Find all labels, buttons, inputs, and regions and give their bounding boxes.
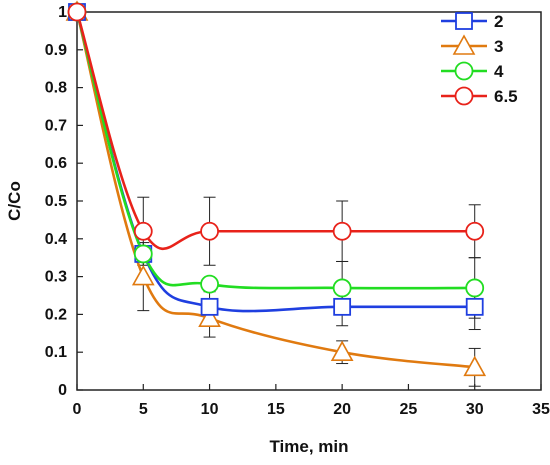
legend: 2 3 4 6.5	[441, 12, 518, 106]
data-point	[200, 297, 219, 316]
data-point	[198, 306, 221, 327]
y-axis: 0 0.1 0.2 0.3 0.4 0.5 0.6 0.7 0.8 0.9 1	[45, 4, 83, 399]
data-point	[465, 297, 484, 316]
legend-label: 6.5	[494, 87, 518, 106]
x-tick-label: 10	[201, 401, 219, 418]
series-6.5-line	[75, 11, 475, 251]
legend-marker	[452, 34, 476, 55]
series-3-line	[75, 11, 475, 369]
series-3-markers	[65, 0, 487, 377]
data-point	[67, 2, 87, 22]
legend-item-4: 4	[441, 61, 504, 81]
y-axis-title: C/Co	[5, 181, 24, 221]
y-tick-label: 0.2	[45, 306, 67, 323]
data-point	[330, 340, 354, 362]
legend-item-3: 3	[441, 34, 503, 56]
y-tick-label: 0.3	[45, 269, 67, 286]
x-tick-label: 25	[400, 401, 418, 418]
y-tick-label: 0.7	[45, 117, 67, 134]
y-tick-label: 0.1	[45, 344, 67, 361]
legend-item-6.5: 6.5	[441, 86, 518, 106]
data-point	[131, 264, 155, 286]
data-point	[333, 297, 352, 316]
x-tick-label: 0	[73, 401, 82, 418]
y-tick-label: 0.4	[45, 231, 67, 248]
data-point	[332, 278, 352, 298]
legend-item-2: 2	[441, 12, 503, 31]
data-point	[200, 274, 219, 294]
x-tick-label: 20	[333, 401, 351, 418]
series-6.5-markers	[67, 2, 485, 241]
y-tick-label: 0	[58, 382, 67, 399]
data-point	[465, 278, 485, 298]
series-2-line	[75, 11, 475, 313]
series-2-markers	[68, 3, 484, 316]
data-point	[332, 221, 352, 241]
legend-label: 4	[494, 62, 504, 81]
y-tick-label: 0.8	[45, 80, 67, 97]
legend-marker	[454, 61, 474, 81]
data-point	[463, 355, 487, 377]
legend-label: 3	[494, 37, 503, 56]
x-tick-label: 5	[139, 401, 148, 418]
y-tick-label: 0.5	[45, 193, 67, 210]
legend-label: 2	[494, 12, 503, 31]
x-axis-title: Time, min	[269, 437, 348, 456]
legend-marker	[454, 86, 474, 106]
y-tick-label: 0.6	[45, 155, 67, 172]
series-4-markers	[67, 2, 485, 298]
x-tick-label: 35	[532, 401, 550, 418]
series-layer	[65, 0, 487, 387]
data-point	[133, 244, 153, 264]
data-point	[133, 221, 153, 241]
data-point	[465, 221, 485, 241]
x-axis: 0 5 10 15 20 25 30 35	[73, 384, 550, 418]
y-tick-label: 0.9	[45, 42, 67, 59]
x-tick-label: 15	[267, 401, 285, 418]
x-tick-label: 30	[466, 401, 484, 418]
data-point	[200, 221, 219, 241]
y-tick-label: 1	[58, 4, 67, 21]
legend-marker	[455, 12, 473, 30]
